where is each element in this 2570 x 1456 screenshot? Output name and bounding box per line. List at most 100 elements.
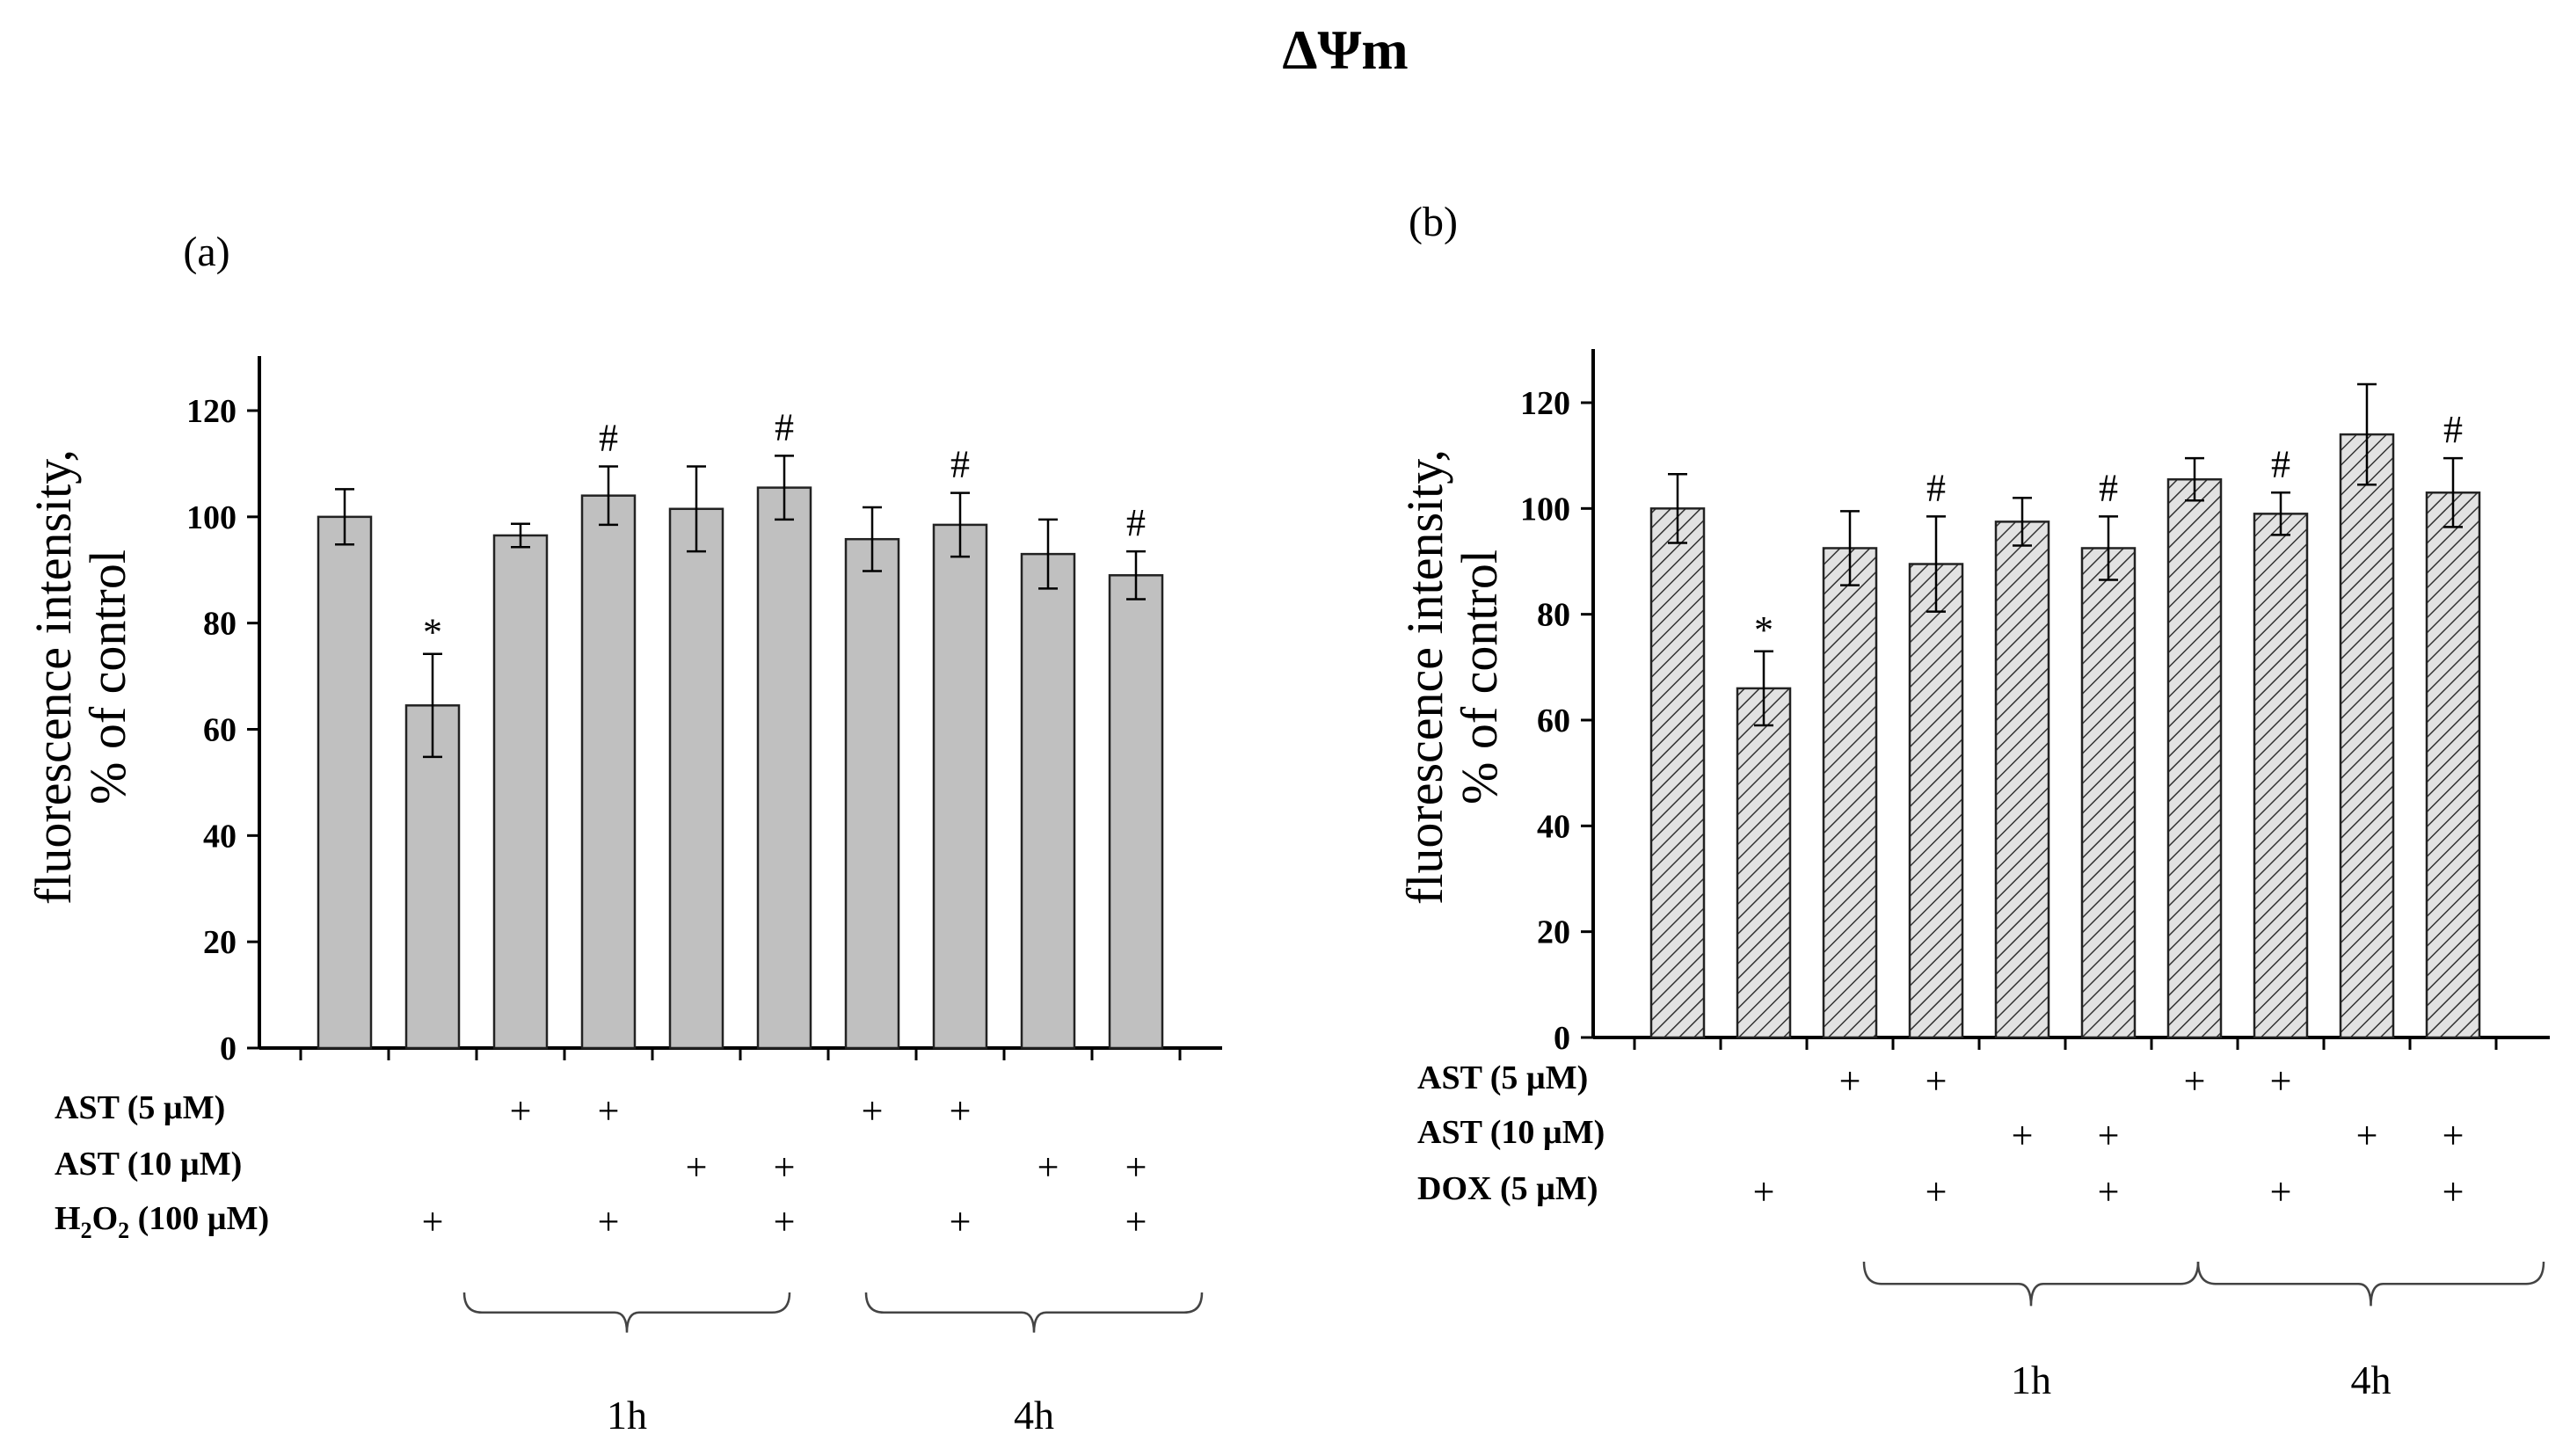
y-tick-label-b-100: 100 [1520,491,1570,528]
condition-label-a-2: H2O2 (100 µM) [55,1200,269,1243]
significance-mark-a-1: * [423,611,442,654]
condition-label-part-o: O [92,1200,119,1237]
y-axis-label-line2-b: % of control [1451,550,1508,804]
condition-mark-a-2-1: + [422,1200,444,1243]
condition-label-a-0: AST (5 µM) [55,1089,225,1126]
y-tick-label-b-60: 60 [1537,703,1570,739]
condition-mark-b-1-8: + [2356,1114,2378,1157]
bar-a-9 [1108,574,1164,1050]
bar-b-9 [2425,491,2481,1039]
bar-b-8 [2339,433,2395,1039]
bar-b-4 [1994,521,2050,1039]
y-tick-label-b-0: 0 [1554,1020,1570,1057]
figure-title: ΔΨm [1282,18,1408,81]
condition-mark-a-2-5: + [774,1200,796,1243]
significance-mark-a-9: # [1126,501,1146,544]
panel-label-b: (b) [1409,199,1458,245]
condition-mark-a-1-5: + [774,1146,796,1189]
condition-mark-b-1-4: + [2012,1114,2034,1157]
bar-a-6 [844,537,900,1050]
condition-label-sub-1: 2 [81,1218,92,1243]
significance-mark-a-7: # [950,443,970,486]
bar-a-5 [756,486,812,1050]
time-group-brace-b-1 [2196,1261,2545,1307]
bar-a-3 [580,494,637,1050]
bar-b-3 [1908,563,1964,1039]
condition-label-sub-2: 2 [118,1218,129,1243]
bar-a-8 [1020,552,1076,1050]
chart-panel-a: (a) fluorescence intensity,% of control 0 2… [25,229,1222,1438]
condition-label-a-1: AST (10 µM) [55,1146,242,1183]
bar-b-7 [2253,513,2309,1039]
y-tick-label-b-40: 40 [1537,808,1570,845]
condition-mark-b-1-9: + [2443,1114,2464,1157]
significance-mark-a-3: # [599,416,618,459]
condition-mark-a-0-3: + [598,1089,620,1132]
condition-mark-a-2-3: + [598,1200,620,1243]
bar-a-2 [492,534,549,1050]
bar-a-0 [317,515,373,1050]
time-group-label-b-1: 4h [2351,1358,2392,1402]
y-tick-label-a-100: 100 [186,499,237,536]
condition-mark-a-1-8: + [1037,1146,1059,1189]
time-group-label-b-0: 1h [2011,1358,2051,1402]
y-tick-label-a-60: 60 [203,712,237,749]
bar-b-1 [1736,687,1792,1039]
bar-b-2 [1822,547,1878,1039]
condition-mark-b-0-6: + [2184,1059,2206,1103]
significance-mark-b-3: # [1926,466,1946,509]
y-tick-label-b-80: 80 [1537,597,1570,634]
condition-label-rest: (100 µM) [129,1200,269,1237]
condition-mark-b-2-1: + [1753,1170,1775,1213]
bar-b-6 [2166,477,2223,1039]
condition-mark-a-0-2: + [510,1089,532,1132]
time-group-brace-a-0 [462,1292,791,1333]
condition-mark-b-2-3: + [1926,1170,1948,1213]
condition-mark-a-1-4: + [686,1146,708,1189]
bar-b-0 [1649,507,1706,1039]
significance-mark-b-9: # [2443,408,2463,451]
chart-panel-b: (b) fluorescence intensity,% of control 0 2… [1396,199,2550,1402]
bar-a-7 [932,523,988,1050]
y-tick-label-b-120: 120 [1520,385,1570,422]
y-tick-label-a-0: 0 [220,1030,237,1067]
condition-mark-b-0-3: + [1926,1059,1948,1103]
significance-mark-a-5: # [775,405,794,448]
bar-a-1 [404,704,461,1050]
significance-mark-b-5: # [2099,466,2118,509]
condition-label-b-1: AST (10 µM) [1417,1114,1605,1151]
time-group-brace-a-1 [864,1292,1204,1333]
y-tick-label-a-40: 40 [203,818,237,855]
panel-label-a: (a) [183,229,229,275]
y-tick-label-a-80: 80 [203,606,237,643]
bar-b-5 [2080,547,2137,1039]
condition-mark-b-2-9: + [2443,1170,2464,1213]
significance-mark-b-7: # [2271,442,2290,485]
y-axis-label-line2-a: % of control [79,550,136,804]
significance-mark-b-1: * [1754,608,1773,652]
condition-mark-b-0-2: + [1839,1059,1861,1103]
condition-label-b-0: AST (5 µM) [1417,1059,1588,1096]
time-group-brace-b-0 [1862,1261,2200,1307]
condition-mark-a-1-9: + [1125,1146,1147,1189]
y-axis-label-b: fluorescence intensity,% of control [1396,449,1508,905]
time-group-label-a-0: 1h [607,1393,647,1438]
condition-mark-a-2-9: + [1125,1200,1147,1243]
time-group-label-a-1: 4h [1014,1393,1054,1438]
y-tick-label-b-20: 20 [1537,914,1570,951]
y-axis-label-line1-a: fluorescence intensity, [25,449,82,905]
condition-mark-a-0-7: + [950,1089,972,1132]
bar-a-4 [668,507,724,1050]
condition-mark-a-2-7: + [950,1200,972,1243]
condition-mark-b-2-7: + [2270,1170,2292,1213]
condition-label-b-2: DOX (5 µM) [1417,1170,1598,1207]
condition-mark-b-0-7: + [2270,1059,2292,1103]
condition-mark-b-1-5: + [2098,1114,2120,1157]
y-axis-label-a: fluorescence intensity,% of control [25,449,136,905]
y-tick-label-a-120: 120 [186,393,237,430]
condition-mark-b-2-5: + [2098,1170,2120,1213]
y-axis-label-line1-b: fluorescence intensity, [1396,449,1453,905]
y-tick-label-a-20: 20 [203,924,237,961]
condition-mark-a-0-6: + [862,1089,884,1132]
